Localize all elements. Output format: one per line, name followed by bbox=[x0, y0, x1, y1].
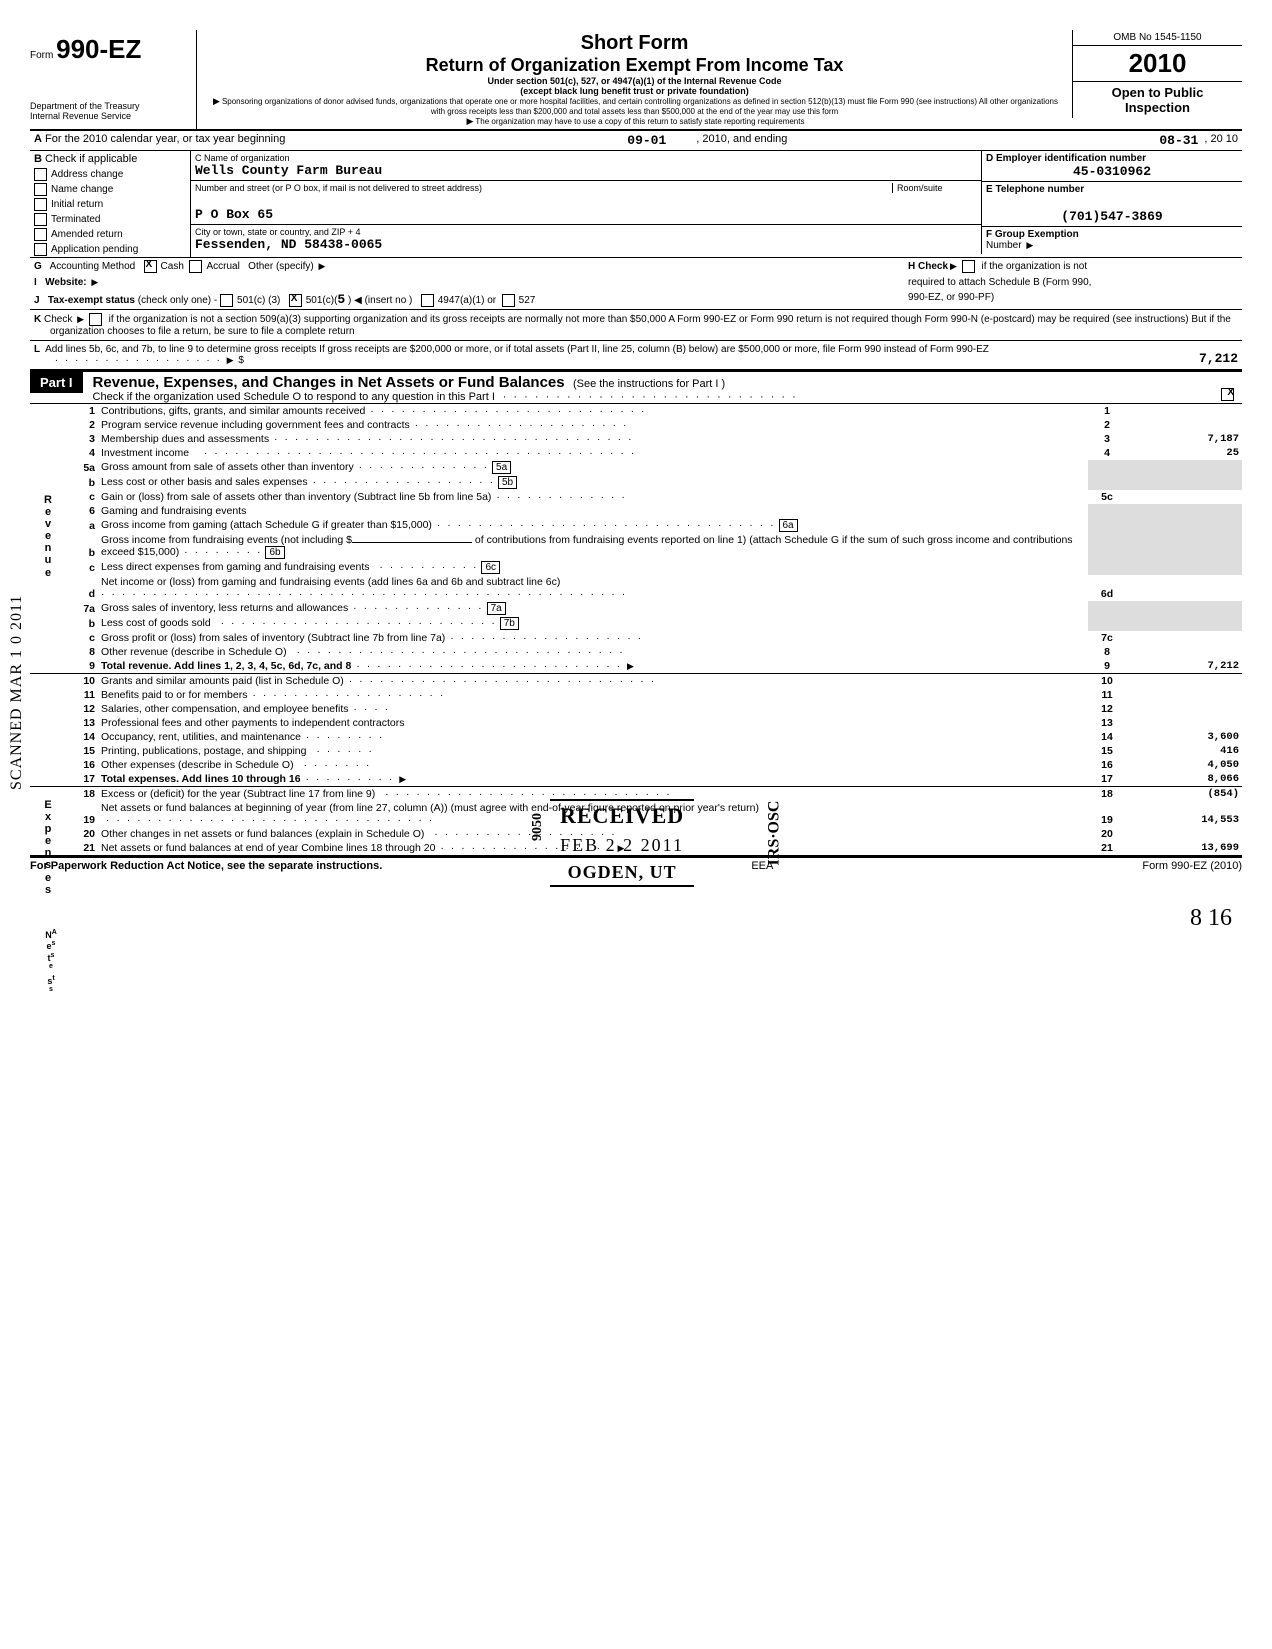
phone: (701)547-3869 bbox=[986, 209, 1238, 224]
stamp-irs-osc: IRS·OSC bbox=[765, 801, 783, 866]
gross-receipts: 7,212 bbox=[1128, 351, 1238, 366]
org-name-row: C Name of organization Wells County Farm… bbox=[191, 151, 981, 181]
org-info-block: B Check if applicable Address change Nam… bbox=[30, 151, 1242, 258]
line-a: A For the 2010 calendar year, or tax yea… bbox=[30, 131, 1242, 151]
checkbox-accrual[interactable] bbox=[189, 260, 202, 273]
checkbox-501c3[interactable] bbox=[220, 294, 233, 307]
checkbox-cash[interactable] bbox=[144, 260, 157, 273]
checkbox-h[interactable] bbox=[962, 260, 975, 273]
phone-row: E Telephone number (701)547-3869 bbox=[982, 182, 1242, 227]
header-left: Form 990-EZ Department of the Treasury I… bbox=[30, 30, 197, 129]
header-middle: Short Form Return of Organization Exempt… bbox=[197, 30, 1072, 129]
title-short-form: Short Form bbox=[205, 32, 1064, 55]
form-page: SCANNED MAR 1 0 2011 Form 990-EZ Departm… bbox=[30, 30, 1242, 872]
line-i: I Website: required to attach Schedule B… bbox=[30, 275, 1242, 290]
section-c: C Name of organization Wells County Farm… bbox=[191, 151, 982, 254]
ein-row: D Employer identification number 45-0310… bbox=[982, 151, 1242, 182]
tax-year-begin: 09-01 bbox=[627, 133, 666, 148]
part-1-header: Part I Revenue, Expenses, and Changes in… bbox=[30, 370, 1242, 404]
line-j: J Tax-exempt status (check only one) - 5… bbox=[30, 290, 1242, 310]
side-label-netassets: NAestsests bbox=[42, 929, 60, 998]
org-name: Wells County Farm Bureau bbox=[195, 163, 977, 178]
checkbox-501c[interactable] bbox=[289, 294, 302, 307]
checkbox-name-change[interactable] bbox=[34, 183, 47, 196]
side-label-revenue: Revenue bbox=[42, 494, 54, 579]
omb-number: OMB No 1545-1150 bbox=[1072, 30, 1242, 46]
subtitle-2: (except black lung benefit trust or priv… bbox=[205, 86, 1064, 96]
ein: 45-0310962 bbox=[986, 164, 1238, 179]
subtitle-3: Sponsoring organizations of donor advise… bbox=[205, 96, 1064, 116]
header-right: OMB No 1545-1150 2010 Open to Public Ins… bbox=[1072, 30, 1242, 129]
checkbox-address-change[interactable] bbox=[34, 168, 47, 181]
subtitle-4: The organization may have to use a copy … bbox=[205, 116, 1064, 127]
checkbox-schedule-o[interactable] bbox=[1221, 388, 1234, 401]
dept-treasury: Department of the Treasury bbox=[30, 101, 190, 111]
checkbox-amended[interactable] bbox=[34, 228, 47, 241]
handwriting: 8 16 bbox=[1190, 905, 1232, 932]
dept-irs: Internal Revenue Service bbox=[30, 111, 190, 121]
checkbox-terminated[interactable] bbox=[34, 213, 47, 226]
part-1-table: Revenue Expenses NAestsests RECEIVED FEB… bbox=[30, 404, 1242, 857]
org-addr-row: Number and street (or P O box, if mail i… bbox=[191, 181, 981, 225]
checkbox-527[interactable] bbox=[502, 294, 515, 307]
section-b: B Check if applicable Address change Nam… bbox=[30, 151, 191, 257]
org-city-row: City or town, state or country, and ZIP … bbox=[191, 225, 981, 254]
title-return: Return of Organization Exempt From Incom… bbox=[205, 55, 1064, 76]
checkbox-pending[interactable] bbox=[34, 243, 47, 256]
group-exempt-row: F Group Exemption Number bbox=[982, 227, 1242, 253]
form-year: 2010 bbox=[1072, 46, 1242, 82]
section-def: D Employer identification number 45-0310… bbox=[982, 151, 1242, 253]
form-header: Form 990-EZ Department of the Treasury I… bbox=[30, 30, 1242, 131]
line-g-h: G Accounting Method Cash Accrual Other (… bbox=[30, 258, 1242, 275]
form-label: Form bbox=[30, 50, 53, 61]
stamp-9050: 9050 bbox=[530, 813, 546, 841]
scanned-stamp: SCANNED MAR 1 0 2011 bbox=[8, 595, 26, 790]
tax-year-end: 08-31 bbox=[1159, 133, 1198, 148]
checkbox-k[interactable] bbox=[89, 313, 102, 326]
line-k: K Check if the organization is not a sec… bbox=[30, 310, 1242, 341]
form-number: 990-EZ bbox=[56, 34, 141, 64]
checkbox-4947[interactable] bbox=[421, 294, 434, 307]
received-stamp: RECEIVED FEB 2 2 2011 OGDEN, UT bbox=[550, 799, 694, 887]
org-city: Fessenden, ND 58438-0065 bbox=[195, 237, 977, 252]
line-l: L Add lines 5b, 6c, and 7b, to line 9 to… bbox=[30, 341, 1242, 370]
subtitle-1: Under section 501(c), 527, or 4947(a)(1)… bbox=[205, 76, 1064, 86]
org-po: P O Box 65 bbox=[195, 207, 892, 222]
side-label-expense: Expenses bbox=[42, 799, 54, 896]
revenue-table: 1Contributions, gifts, grants, and simil… bbox=[30, 404, 1242, 857]
checkbox-initial-return[interactable] bbox=[34, 198, 47, 211]
open-public: Open to Public Inspection bbox=[1072, 82, 1242, 118]
